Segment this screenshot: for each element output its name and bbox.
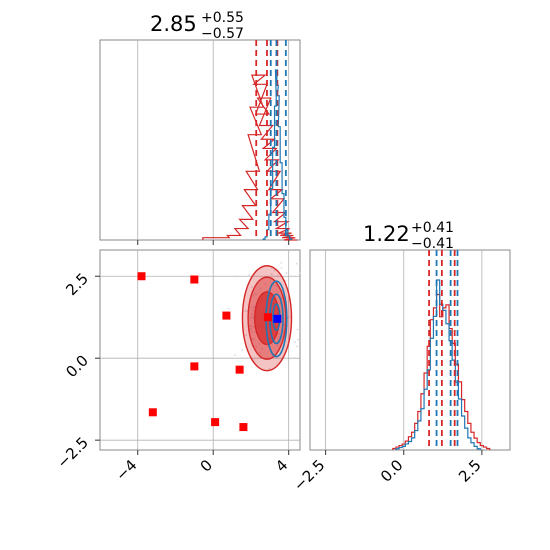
scatter-sample-point — [296, 328, 299, 331]
scatter-sample-point — [285, 272, 288, 275]
scatter-markers — [137, 272, 282, 432]
hist-param2-title-minus: −0.41 — [411, 236, 454, 252]
scatter-sample-point — [244, 310, 247, 312]
scatter-sample-point — [276, 344, 279, 347]
scatter-sample-point — [259, 287, 262, 290]
scatter-sample-point — [280, 266, 283, 269]
scatter-sample-point — [294, 341, 297, 344]
hist-param1-title-value: 2.85 — [150, 12, 197, 36]
scatter-red-marker — [235, 365, 244, 374]
scatter-sample-point — [255, 293, 257, 296]
scatter-sample-point — [285, 280, 287, 282]
scatter-sample-point — [250, 306, 253, 309]
scatter-sample-point — [276, 339, 279, 342]
scatter-red-marker — [222, 311, 231, 320]
scatter-x-tick-label: 4 — [272, 456, 291, 475]
scatter-sample-point — [227, 307, 230, 310]
hist-param2-title-value: 1.22 — [363, 222, 410, 246]
scatter-y-tick-label: 0.0 — [62, 351, 92, 381]
scatter-blue-marker — [273, 314, 282, 323]
hist-param2-grid — [325, 250, 483, 450]
scatter-red-marker — [190, 362, 199, 371]
scatter-sample-point — [246, 310, 248, 312]
hist-param2-tick-label: 0.0 — [377, 456, 407, 486]
scatter-sample-point — [241, 349, 244, 352]
hist-param1-ticks — [137, 240, 290, 245]
scatter-frame — [99, 249, 301, 451]
scatter-red-marker — [148, 408, 157, 417]
scatter-x-tick-label: 0 — [197, 456, 216, 475]
scatter-sample-point — [250, 330, 253, 333]
hist-param1-panel: 2.85 +0.55 −0.57 — [99, 10, 301, 245]
scatter-sample-point — [261, 348, 264, 351]
hist-param1-quantile-lines — [255, 40, 287, 240]
scatter-red-marker — [190, 275, 199, 284]
scatter-sample-point — [296, 345, 298, 348]
hist-param1-grid — [137, 40, 290, 240]
scatter-grid — [100, 250, 300, 450]
hist-param1-title-plus: +0.55 — [201, 10, 244, 26]
scatter-sample-point — [253, 338, 255, 341]
scatter-sample-point — [272, 284, 275, 286]
scatter-sample-point — [268, 367, 271, 370]
scatter-sample-point — [252, 293, 255, 296]
scatter-sample-point — [298, 272, 301, 274]
hist-param2-tick-label: −2.5 — [290, 456, 328, 494]
scatter-sample-point — [253, 306, 256, 309]
scatter-sample-point — [288, 316, 291, 318]
hist-param1-title-minus: −0.57 — [201, 26, 244, 42]
scatter-sample-point — [251, 286, 254, 288]
scatter-sample-point — [251, 313, 253, 316]
scatter-red-marker — [137, 272, 146, 281]
scatter-sample-point — [252, 309, 254, 312]
scatter-sample-point — [234, 354, 236, 357]
scatter-sample-point — [295, 262, 298, 265]
scatter-sample-point — [249, 325, 252, 327]
scatter-sample-point — [253, 331, 256, 334]
hist-param2-frame — [309, 249, 511, 451]
scatter-sample-point — [280, 261, 283, 264]
hist-param2-title: 1.22 — [363, 222, 410, 246]
scatter-y-tick-label: 2.5 — [62, 270, 92, 300]
scatter-sample-point — [259, 351, 262, 354]
scatter-sample-point — [277, 274, 279, 277]
scatter-sample-point — [270, 273, 273, 275]
scatter-sample-point — [275, 285, 278, 288]
scatter-red-marker — [239, 423, 248, 432]
hist-param1-red-series — [202, 74, 298, 241]
hist-param2-title-plus: +0.41 — [411, 220, 454, 236]
scatter-red-marker — [211, 418, 220, 427]
scatter-panel: −4 0 4 −2.5 0.0 2.5 — [54, 249, 301, 484]
scatter-sample-point — [253, 357, 255, 360]
scatter-sample-point — [252, 325, 255, 328]
scatter-sample-point — [251, 337, 254, 340]
hist-param2-ticks: −2.5 0.0 2.5 — [290, 450, 485, 495]
scatter-sample-point — [251, 316, 254, 319]
hist-param2-quantile-lines — [428, 250, 459, 450]
scatter-sample-point — [258, 342, 261, 345]
scatter-sample-point — [264, 283, 267, 286]
scatter-sample-point — [255, 345, 258, 348]
scatter-sample-point — [250, 317, 252, 319]
scatter-sample-point — [297, 338, 299, 341]
hist-param2-series — [392, 279, 491, 450]
scatter-sample-point — [245, 334, 248, 337]
scatter-y-ticks: −2.5 0.0 2.5 — [54, 270, 100, 472]
scatter-sample-point — [273, 269, 276, 272]
hist-param2-blue-series — [395, 279, 481, 450]
hist-param1-title: 2.85 — [150, 12, 197, 36]
scatter-x-ticks: −4 0 4 — [112, 450, 292, 484]
scatter-sample-point — [249, 328, 252, 330]
hist-param2-panel: −2.5 0.0 2.5 1.22 +0.41 −0.41 — [290, 220, 511, 495]
scatter-sample-point — [277, 333, 280, 336]
scatter-red-marker — [263, 313, 272, 322]
hist-param2-red-series — [392, 293, 491, 450]
scatter-sample-point — [248, 274, 251, 276]
scatter-sample-point — [278, 336, 280, 338]
hist-param2-tick-label: 2.5 — [455, 456, 485, 486]
scatter-sample-point — [234, 275, 236, 278]
scatter-y-tick-label: −2.5 — [54, 433, 92, 471]
scatter-x-tick-label: −4 — [112, 456, 140, 484]
